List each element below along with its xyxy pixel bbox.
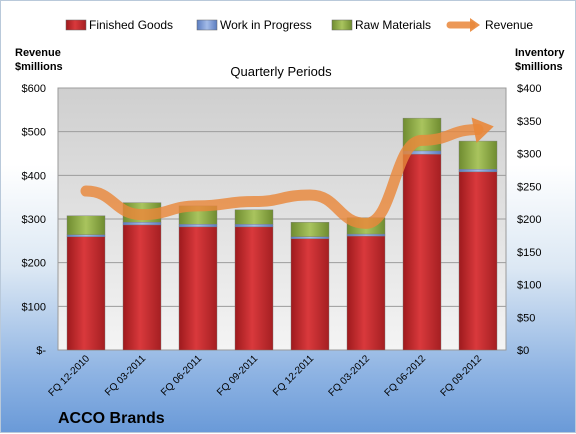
right-tick-label: $200 (517, 214, 541, 226)
bar-finished-goods (346, 235, 386, 351)
legend-label: Raw Materials (355, 18, 431, 32)
left-tick-label: $600 (22, 83, 46, 95)
left-tick-label: $500 (22, 127, 46, 139)
right-tick-label: $100 (517, 280, 541, 292)
left-axis-ticks: $- $100 $200 $300 $400 $500 $600 (22, 83, 47, 357)
bar-work-in-progress (458, 169, 498, 173)
bar-raw-materials (458, 140, 498, 170)
bar-work-in-progress (234, 224, 274, 228)
right-tick-label: $350 (517, 116, 541, 128)
left-tick-label: $- (36, 345, 46, 357)
revenue-arrowhead (471, 117, 494, 144)
bar-work-in-progress (178, 224, 218, 228)
x-tick-label: FQ 06-2011 (159, 353, 204, 398)
right-axis-title-line2: $millions (515, 61, 563, 73)
x-tick-label: FQ 12-2011 (271, 353, 316, 398)
brand-name: ACCO Brands (58, 410, 165, 427)
bar-raw-materials (290, 222, 330, 237)
right-axis-ticks: $0 $50 $100 $150 $200 $250 $300 $350 $400 (517, 83, 541, 357)
x-tick-label: FQ 06-2012 (383, 353, 429, 399)
legend: Finished Goods Work in Progress Raw Materi… (65, 18, 533, 32)
bar-finished-goods (122, 224, 162, 351)
bars-group (66, 117, 498, 351)
x-tick-label: FQ 09-2012 (439, 353, 485, 399)
bar-raw-materials (66, 215, 106, 235)
right-tick-label: $50 (517, 312, 535, 324)
legend-label: Work in Progress (220, 18, 312, 32)
chart-title: Quarterly Periods (230, 64, 332, 79)
bar-work-in-progress (122, 222, 162, 226)
left-axis-title-line1: Revenue (15, 47, 61, 59)
legend-label: Finished Goods (89, 18, 173, 32)
bar-finished-goods (178, 226, 218, 351)
bar-finished-goods (290, 238, 330, 351)
right-tick-label: $150 (517, 247, 541, 259)
bar-finished-goods (66, 236, 106, 351)
right-axis-title-line1: Inventory (515, 47, 565, 59)
x-tick-label: FQ 03-2012 (327, 353, 373, 399)
right-tick-label: $250 (517, 181, 541, 193)
legend-label: Revenue (485, 18, 533, 32)
left-tick-label: $400 (22, 170, 46, 182)
right-tick-label: $300 (517, 149, 541, 161)
right-tick-label: $0 (517, 345, 529, 357)
legend-swatch-raw-materials (331, 19, 353, 31)
left-tick-label: $300 (22, 214, 46, 226)
right-tick-label: $400 (517, 83, 541, 95)
x-tick-label: FQ 03-2011 (103, 353, 148, 398)
bar-raw-materials (234, 209, 274, 225)
bar-work-in-progress (290, 236, 330, 239)
legend-swatch-finished-goods (65, 19, 87, 31)
x-tick-label: FQ 12-2010 (47, 353, 93, 399)
revenue-line (80, 123, 484, 229)
revenue-line-group (80, 117, 494, 229)
bar-finished-goods (234, 226, 274, 351)
left-tick-label: $100 (22, 301, 46, 313)
bar-finished-goods (458, 171, 498, 351)
x-axis-ticks: FQ 12-2010 FQ 03-2011 FQ 06-2011 FQ 09-2011… (47, 353, 485, 399)
bar-work-in-progress (66, 234, 106, 237)
bar-finished-goods (402, 153, 442, 351)
x-tick-label: FQ 09-2011 (215, 353, 260, 398)
bar-work-in-progress (346, 233, 386, 237)
legend-swatch-work-in-progress (196, 19, 218, 31)
legend-arrow-revenue (470, 18, 480, 32)
left-axis-title-line2: $millions (15, 61, 63, 73)
left-tick-label: $200 (22, 258, 46, 270)
